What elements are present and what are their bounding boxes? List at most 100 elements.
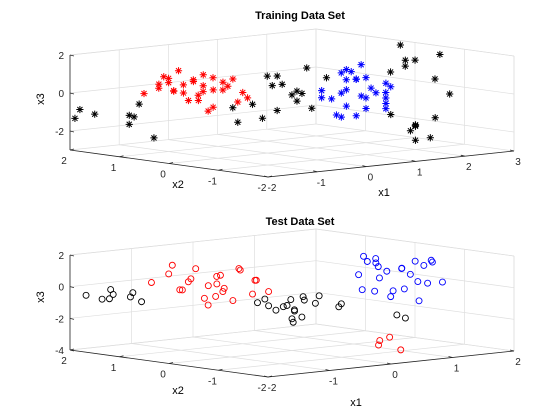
data-point [160, 73, 168, 81]
data-point [401, 62, 409, 70]
z-tick [69, 130, 75, 133]
x-tick-label: -2 [268, 383, 277, 394]
data-point [431, 114, 439, 122]
z-tick [69, 54, 75, 57]
data-point [176, 286, 184, 294]
test-ylabel: x2 [172, 385, 184, 397]
data-point [322, 74, 331, 82]
x-tick [263, 175, 269, 178]
x-tick [325, 369, 330, 371]
gridline-y-floor [69, 123, 317, 151]
data-point [342, 76, 350, 84]
data-point [375, 341, 382, 349]
data-point [374, 263, 382, 271]
z-tick-label: -2 [55, 127, 64, 138]
test-xlabel: x1 [350, 397, 362, 409]
data-point [216, 271, 224, 279]
gridline-z-back [69, 323, 317, 351]
training-xlabel: x1 [378, 187, 390, 199]
data-point [204, 301, 212, 309]
y-tick [168, 162, 174, 164]
data-point [372, 259, 380, 267]
x-tick-label: 0 [392, 370, 398, 381]
data-point [209, 103, 217, 111]
data-point [287, 296, 295, 304]
data-point [125, 111, 133, 119]
data-point [387, 293, 395, 301]
data-point [337, 113, 345, 121]
data-point [125, 120, 133, 128]
y-tick-label: -2 [258, 383, 267, 394]
data-point [401, 314, 409, 322]
data-point [229, 297, 237, 304]
data-point [386, 68, 395, 76]
data-point [174, 67, 183, 75]
data-point [376, 337, 384, 345]
y-tick [119, 155, 124, 158]
data-point [291, 307, 298, 315]
y-tick-label: -1 [208, 376, 217, 387]
data-point [288, 315, 296, 323]
x-tick-label: 1 [454, 364, 460, 375]
data-point [372, 255, 380, 262]
data-point [165, 79, 173, 87]
data-point [199, 82, 207, 90]
data-point [254, 299, 261, 307]
x-tick [509, 149, 515, 152]
data-point [372, 89, 380, 97]
data-point [420, 261, 428, 269]
z-tick-label: 0 [58, 283, 64, 294]
z-tick [69, 92, 75, 95]
data-point [318, 87, 326, 95]
data-point [342, 102, 350, 110]
data-point [406, 127, 415, 135]
data-point [332, 111, 341, 119]
y-tick [168, 362, 174, 364]
data-point [199, 88, 207, 96]
data-point [265, 302, 273, 310]
data-point [219, 78, 227, 86]
gridline-y-floor [218, 143, 465, 171]
data-point [91, 110, 99, 118]
data-point [212, 292, 220, 300]
data-point [411, 257, 419, 265]
data-point [213, 272, 221, 280]
data-point [337, 89, 345, 97]
data-point [273, 106, 281, 115]
data-point [318, 94, 326, 102]
data-point [243, 94, 252, 102]
x-tick-label: -1 [329, 377, 338, 388]
data-point [446, 90, 454, 98]
gridline-z-back [69, 260, 317, 288]
x-tick-label: 1 [417, 167, 423, 178]
data-point [235, 265, 243, 273]
y-tick-label: -1 [208, 176, 217, 187]
data-point [337, 69, 345, 77]
data-point [293, 97, 301, 105]
data-point [355, 271, 363, 279]
data-point [220, 284, 228, 292]
y-tick [218, 368, 223, 371]
gridline-z-back [69, 291, 317, 319]
data-point [406, 270, 414, 278]
data-point [209, 86, 217, 94]
data-point [382, 105, 390, 113]
data-point [184, 96, 193, 105]
data-point [194, 96, 202, 105]
data-point [170, 87, 178, 95]
data-point [427, 256, 435, 264]
data-point [194, 91, 202, 99]
y-tick [267, 175, 273, 178]
gridline-z-side [315, 104, 515, 133]
data-point [342, 65, 350, 74]
x-tick-label: -2 [268, 183, 277, 194]
data-point [258, 114, 267, 122]
data-point [155, 84, 163, 92]
data-point [397, 346, 405, 354]
data-point [360, 252, 367, 260]
x-tick-label: -1 [317, 178, 326, 189]
data-point [362, 74, 370, 82]
data-point [229, 75, 237, 83]
data-point [178, 286, 186, 294]
